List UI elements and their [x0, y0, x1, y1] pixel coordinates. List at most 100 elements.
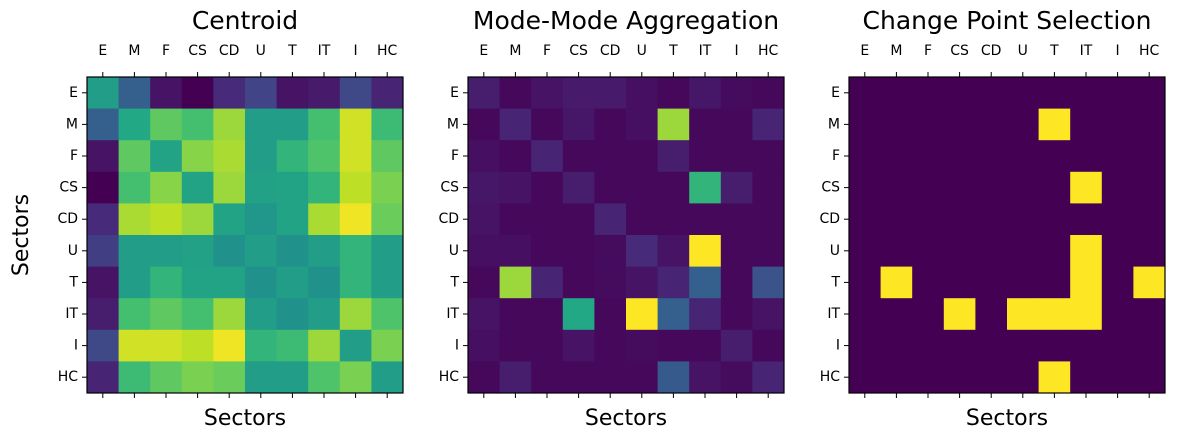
heatmap-cell: [339, 108, 372, 141]
heatmap-cell: [499, 298, 532, 331]
heatmap-cell: [943, 361, 976, 394]
heatmap-cell: [594, 266, 627, 299]
heatmap-cell: [689, 171, 722, 204]
heatmap-cell: [118, 266, 151, 299]
y-tick-label: F: [70, 148, 78, 164]
heatmap-cell: [308, 298, 341, 331]
heatmap-cell: [499, 171, 532, 204]
heatmap-cell: [1007, 329, 1040, 362]
heatmap-cell: [371, 298, 404, 331]
heatmap-cell: [371, 203, 404, 236]
heatmap-cell: [720, 361, 753, 394]
heatmap-cell: [880, 108, 913, 141]
heatmap-cell: [849, 266, 882, 299]
heatmap-cell: [150, 298, 183, 331]
heatmap-cell: [1007, 171, 1040, 204]
heatmap-cell: [1070, 140, 1103, 173]
heatmap-cell: [1007, 266, 1040, 299]
x-tick-label: CD: [600, 43, 621, 59]
heatmap-cell: [181, 361, 214, 394]
x-tick-label: U: [1018, 43, 1028, 59]
heatmap-cell: [276, 77, 309, 110]
heatmap-cell: [943, 235, 976, 268]
heatmap-cell: [245, 203, 278, 236]
heatmap-cell: [594, 140, 627, 173]
heatmap-cell: [943, 171, 976, 204]
x-tick-label: HC: [377, 43, 398, 59]
heatmap-cell: [118, 298, 151, 331]
heatmap-cell: [371, 171, 404, 204]
x-tick-label: CS: [569, 43, 588, 59]
heatmap-cell: [118, 77, 151, 110]
heatmap-cell: [657, 361, 690, 394]
heatmap-cell: [562, 108, 595, 141]
heatmap-cell: [943, 329, 976, 362]
x-tick-label: U: [637, 43, 647, 59]
heatmap-cell: [499, 266, 532, 299]
heatmap-cell: [87, 108, 120, 141]
x-tick-label: F: [162, 43, 170, 59]
chart-title: Mode-Mode Aggregation: [473, 6, 779, 35]
x-tick-label: I: [354, 43, 358, 59]
heatmap-cell: [308, 266, 341, 299]
x-axis-label: Sectors: [204, 406, 286, 431]
heatmap-cell: [1101, 77, 1134, 110]
heatmap-cell: [880, 171, 913, 204]
heatmap-cell: [308, 77, 341, 110]
x-tick-label: HC: [1139, 43, 1160, 59]
heatmap-cell: [849, 77, 882, 110]
heatmap-cell: [531, 298, 564, 331]
y-tick-label: IT: [446, 306, 459, 322]
heatmap-cell: [1133, 77, 1166, 110]
heatmap-cell: [276, 108, 309, 141]
heatmap-cell: [468, 235, 501, 268]
heatmap-cell: [1133, 108, 1166, 141]
heatmap-cell: [562, 77, 595, 110]
heatmap-cell: [975, 361, 1008, 394]
heatmap-cell: [245, 361, 278, 394]
y-tick-label: T: [68, 274, 78, 290]
heatmap-cell: [594, 77, 627, 110]
heatmap-cell: [245, 140, 278, 173]
heatmap-cell: [245, 171, 278, 204]
heatmap-cell: [499, 361, 532, 394]
heatmap-cell: [245, 77, 278, 110]
heatmap-cell: [181, 298, 214, 331]
heatmap-cell: [181, 329, 214, 362]
heatmap-cell: [1070, 171, 1103, 204]
heatmap-cell: [499, 140, 532, 173]
heatmap-cell: [276, 266, 309, 299]
heatmap-cell: [562, 329, 595, 362]
heatmap-cell: [912, 235, 945, 268]
x-tick-label: HC: [758, 43, 779, 59]
heatmap-cell: [371, 235, 404, 268]
heatmap-cell: [975, 329, 1008, 362]
y-tick-label: E: [69, 85, 78, 101]
heatmap-cell: [752, 361, 785, 394]
heatmap-cell: [87, 235, 120, 268]
heatmap-cell: [562, 140, 595, 173]
heatmap-cell: [594, 235, 627, 268]
heatmap-cell: [1133, 298, 1166, 331]
heatmap-cell: [975, 171, 1008, 204]
heatmap-cell: [245, 108, 278, 141]
heatmap-cell: [975, 77, 1008, 110]
heatmap-cell: [213, 77, 246, 110]
heatmap-cell: [943, 266, 976, 299]
heatmap-cell: [339, 140, 372, 173]
heatmap-cell: [562, 266, 595, 299]
plot-frame: [467, 76, 785, 394]
heatmap-cell: [1070, 361, 1103, 394]
heatmap-cell: [181, 140, 214, 173]
heatmap-cell: [150, 266, 183, 299]
heatmap-cell: [213, 298, 246, 331]
heatmap-cell: [181, 108, 214, 141]
y-tick-label: IT: [827, 306, 840, 322]
heatmap-cell: [849, 108, 882, 141]
heatmap-cell: [912, 298, 945, 331]
heatmap-cell: [468, 77, 501, 110]
heatmap-cell: [1038, 203, 1071, 236]
y-axis-label: Sectors: [9, 194, 34, 276]
heatmap-cell: [689, 298, 722, 331]
